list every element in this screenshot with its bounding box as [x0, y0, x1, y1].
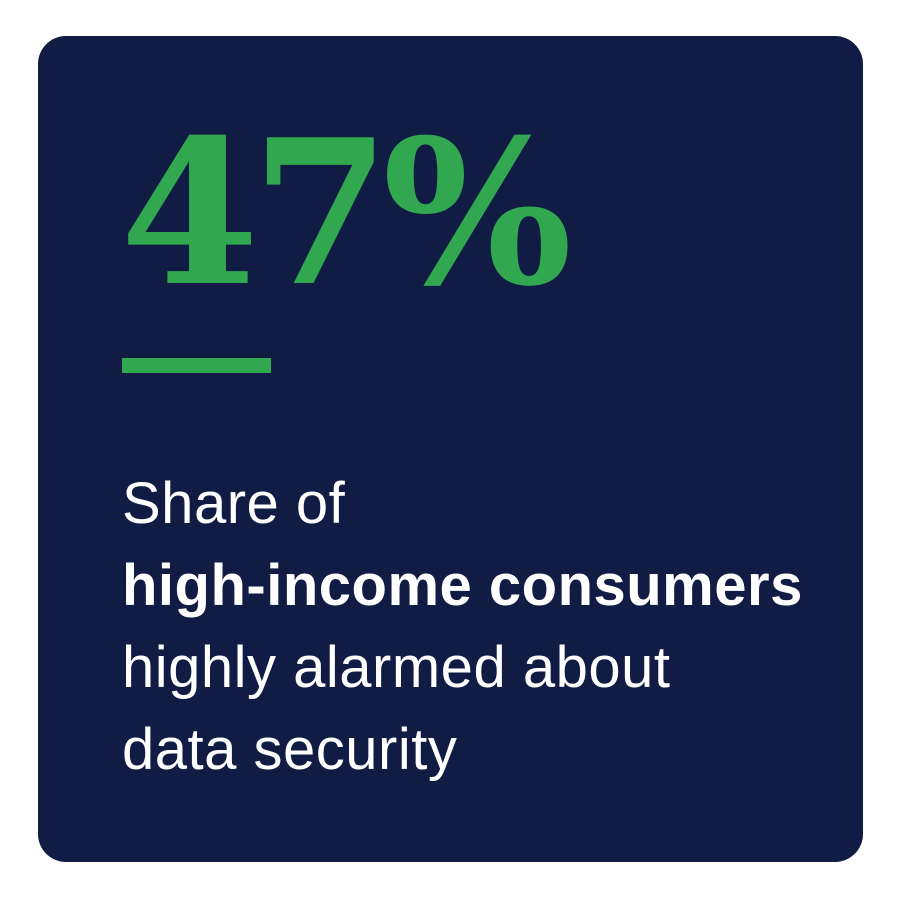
description-line-3: highly alarmed about [122, 635, 671, 700]
stat-underline [122, 358, 271, 373]
stat-description: Share of high-income consumers highly al… [122, 463, 803, 791]
description-line-4: data security [122, 717, 458, 782]
stat-card: 47% Share of high-income consumers highl… [38, 36, 863, 862]
stat-value: 47% [120, 96, 572, 331]
description-line-1: Share of [122, 471, 346, 536]
description-line-2-bold: high-income consumers [122, 553, 803, 618]
